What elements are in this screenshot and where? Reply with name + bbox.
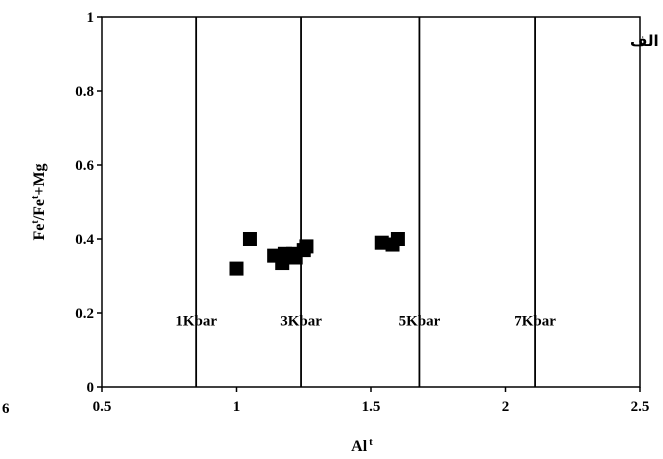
data-point [299, 239, 314, 254]
x-axis-title: Al t [351, 436, 373, 455]
data-point [242, 232, 257, 246]
x-tick-label: 2.5 [631, 399, 650, 415]
y-axis-title-part-4: +Mg [31, 163, 48, 195]
edge-fragment-text: 6 [2, 401, 10, 417]
x-tick-label: 2 [502, 399, 510, 415]
x-tick-label: 1 [233, 399, 241, 415]
y-tick-label: 1 [87, 10, 95, 26]
x-tick-label: 0.5 [93, 399, 112, 415]
isobar-label: 3Kbar [280, 313, 322, 329]
y-tick-label: 0.4 [75, 232, 94, 248]
y-tick-label: 0.2 [75, 306, 94, 322]
data-point [374, 235, 389, 250]
isobar-label: 5Kbar [399, 313, 441, 329]
isobar-label: 7Kbar [514, 313, 556, 329]
corner-label: الف [630, 32, 659, 50]
isobar-lines: 1Kbar 3Kbar 5Kbar 7Kbar [175, 17, 556, 387]
y-tick-label: 0.6 [75, 158, 94, 174]
x-axis-title-main: Al [351, 438, 368, 455]
x-tick-label: 1.5 [362, 399, 381, 415]
y-axis-title-part-3: t [30, 195, 41, 199]
axis-ticks: 0.5 1 1.5 2 2.5 0 0.2 0.4 0.6 0.8 1 [75, 10, 649, 415]
y-axis-title-part-1: t [30, 220, 41, 224]
y-axis-title: Fet/Fet+Mg [30, 163, 48, 240]
y-axis-title-part-2: /Fe [31, 199, 48, 221]
data-points [229, 232, 405, 276]
y-tick-label: 0 [87, 380, 95, 396]
data-point [390, 232, 405, 246]
isobar-label: 1Kbar [175, 313, 217, 329]
x-axis-title-sup: t [369, 436, 373, 448]
data-point [229, 261, 244, 276]
y-tick-label: 0.8 [75, 84, 94, 100]
plot-frame [101, 16, 641, 388]
y-axis-title-part-0: Fe [31, 224, 48, 241]
